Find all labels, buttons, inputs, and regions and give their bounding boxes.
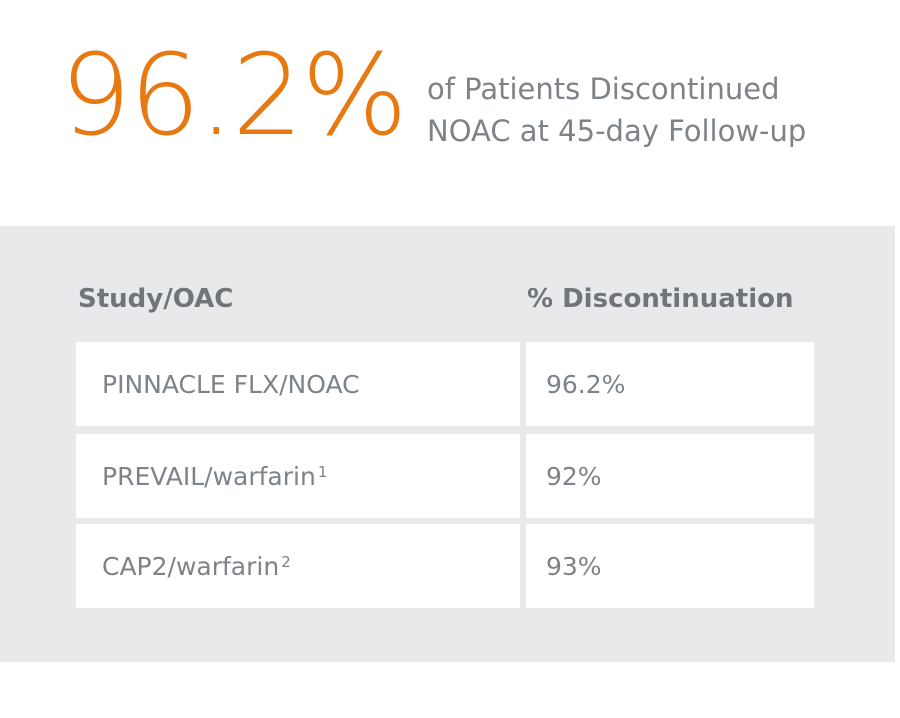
study-name: CAP2/warfarin (102, 551, 280, 581)
table-row-value-cell: 92% (526, 434, 814, 518)
column-header-discontinuation: % Discontinuation (527, 284, 794, 314)
headline-stat: 96.2% (60, 31, 408, 161)
study-name: PREVAIL/warfarin (102, 461, 316, 491)
reference-superscript: 1 (317, 463, 328, 481)
study-name: PINNACLE FLX/NOAC (102, 369, 360, 399)
reference-superscript: 2 (281, 553, 291, 571)
discontinuation-value: 92% (546, 461, 602, 491)
headline-caption-line-1: of Patients Discontinued (427, 72, 780, 106)
headline-section: 96.2% of Patients Discontinued NOAC at 4… (0, 0, 900, 226)
discontinuation-table: Study/OAC % Discontinuation PINNACLE FLX… (0, 226, 895, 662)
table-row-value-cell: 93% (526, 524, 814, 608)
headline-caption-line-2: NOAC at 45-day Follow-up (427, 114, 807, 148)
table-row-study-cell: PREVAIL/warfarin 1 (76, 434, 520, 518)
discontinuation-value: 93% (546, 551, 602, 581)
table-row-study-cell: PINNACLE FLX/NOAC (76, 342, 520, 426)
table-row-value-cell: 96.2% (526, 342, 814, 426)
column-header-study: Study/OAC (78, 284, 234, 314)
discontinuation-value: 96.2% (546, 369, 626, 399)
table-row-study-cell: CAP2/warfarin 2 (76, 524, 520, 608)
headline-caption: of Patients Discontinued NOAC at 45-day … (427, 68, 867, 152)
